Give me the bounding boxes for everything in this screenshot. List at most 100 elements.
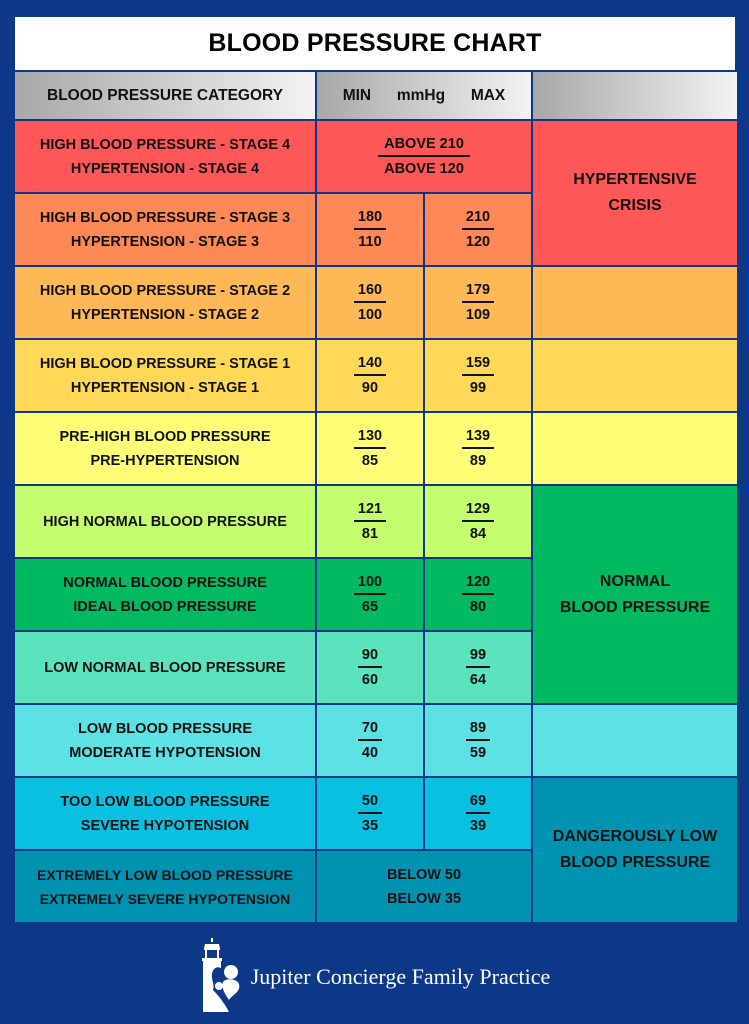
min-normal: 100 65 [317, 559, 423, 630]
category-line1: LOW NORMAL BLOOD PRESSURE [44, 659, 286, 676]
lighthouse-family-icon [201, 938, 240, 1012]
group-line2: BLOOD PRESSURE [559, 854, 711, 871]
category-line1: NORMAL BLOOD PRESSURE [63, 574, 267, 591]
category-line1: TOO LOW BLOOD PRESSURE [60, 793, 270, 810]
min-stage-1: 140 90 [317, 340, 423, 411]
max-stage-2: 179 109 [425, 267, 531, 338]
max-pre-hypertension: 139 89 [425, 413, 531, 484]
min-diastolic: 35 [361, 817, 379, 834]
max-systolic: 139 [461, 425, 495, 449]
category-line2: HYPERTENSION - STAGE 3 [70, 233, 260, 250]
min-stage-2: 160 100 [317, 267, 423, 338]
min-stage-3: 180 110 [317, 194, 423, 265]
min-systolic: 121 [353, 498, 387, 522]
category-low-normal: LOW NORMAL BLOOD PRESSURE [15, 632, 315, 703]
category-line2: SEVERE HYPOTENSION [80, 817, 250, 834]
category-line1: PRE-HIGH BLOOD PRESSURE [59, 428, 271, 445]
category-low-blood-pressure: LOW BLOOD PRESSURE MODERATE HYPOTENSION [15, 705, 315, 776]
max-stage-3: 210 120 [425, 194, 531, 265]
max-systolic: 120 [461, 571, 495, 595]
chart-title: BLOOD PRESSURE CHART [15, 17, 735, 70]
header-max: MAX [470, 86, 506, 104]
max-diastolic: 120 [465, 233, 491, 250]
header-range: MIN mmHg MAX [317, 72, 531, 119]
blood-pressure-table: BLOOD PRESSURE CATEGORY MIN mmHg MAX HIG… [15, 72, 737, 924]
category-stage-2: HIGH BLOOD PRESSURE - STAGE 2 HYPERTENSI… [15, 267, 315, 338]
max-systolic: 159 [461, 352, 495, 376]
group-blank-stage-2 [533, 267, 737, 338]
group-blank-low-blood-pressure [533, 705, 737, 776]
category-line2: PRE-HYPERTENSION [90, 452, 240, 469]
min-diastolic: 90 [361, 379, 379, 396]
min-diastolic: 81 [361, 525, 379, 542]
max-systolic: 69 [465, 790, 491, 814]
category-line2: MODERATE HYPOTENSION [69, 744, 261, 761]
range-top: ABOVE 210 [378, 133, 470, 157]
min-pre-hypertension: 130 85 [317, 413, 423, 484]
max-normal: 120 80 [425, 559, 531, 630]
min-diastolic: 40 [361, 744, 379, 761]
min-systolic: 180 [353, 206, 387, 230]
category-extremely-low: EXTREMELY LOW BLOOD PRESSURE EXTREMELY S… [15, 851, 315, 922]
min-diastolic: 110 [358, 233, 382, 250]
max-systolic: 99 [465, 644, 491, 668]
max-diastolic: 59 [469, 744, 487, 761]
group-blank-pre-hypertension [533, 413, 737, 484]
max-diastolic: 64 [469, 671, 487, 688]
category-normal: NORMAL BLOOD PRESSURE IDEAL BLOOD PRESSU… [15, 559, 315, 630]
min-low-normal: 90 60 [317, 632, 423, 703]
category-line2: EXTREMELY SEVERE HYPOTENSION [39, 890, 291, 907]
min-diastolic: 60 [361, 671, 379, 688]
footer: Jupiter Concierge Family Practice [0, 930, 749, 1024]
max-low-blood-pressure: 89 59 [425, 705, 531, 776]
max-diastolic: 84 [469, 525, 487, 542]
max-diastolic: 109 [465, 306, 491, 323]
max-systolic: 129 [461, 498, 495, 522]
min-diastolic: 65 [361, 598, 379, 615]
range-stage-4: ABOVE 210 ABOVE 120 [317, 121, 531, 192]
range-top: BELOW 50 [386, 866, 462, 883]
category-line1: HIGH NORMAL BLOOD PRESSURE [43, 513, 287, 530]
group-blank-stage-1 [533, 340, 737, 411]
category-line1: EXTREMELY LOW BLOOD PRESSURE [37, 866, 293, 883]
category-line2: HYPERTENSION - STAGE 2 [70, 306, 260, 323]
group-dangerously-low: DANGEROUSLY LOW BLOOD PRESSURE [533, 778, 737, 922]
max-systolic: 179 [461, 279, 495, 303]
max-high-normal: 129 84 [425, 486, 531, 557]
max-diastolic: 80 [469, 598, 487, 615]
min-diastolic: 100 [357, 306, 383, 323]
max-diastolic: 99 [469, 379, 487, 396]
min-systolic: 140 [353, 352, 387, 376]
max-too-low: 69 39 [425, 778, 531, 849]
brand-name: Jupiter Concierge Family Practice [250, 964, 551, 989]
max-diastolic: 39 [469, 817, 487, 834]
group-hypertensive-crisis: HYPERTENSIVE CRISIS [533, 121, 737, 265]
category-stage-4: HIGH BLOOD PRESSURE - STAGE 4 HYPERTENSI… [15, 121, 315, 192]
min-systolic: 50 [357, 790, 383, 814]
category-line2: IDEAL BLOOD PRESSURE [73, 598, 257, 615]
range-extremely-low: BELOW 50 BELOW 35 [317, 851, 531, 922]
group-line1: DANGEROUSLY LOW [552, 828, 718, 845]
max-stage-1: 159 99 [425, 340, 531, 411]
range-bottom: ABOVE 120 [384, 160, 464, 177]
group-normal-blood-pressure: NORMAL BLOOD PRESSURE [533, 486, 737, 703]
group-line1: HYPERTENSIVE [573, 171, 697, 188]
header-group [533, 72, 737, 119]
min-systolic: 130 [353, 425, 387, 449]
category-high-normal: HIGH NORMAL BLOOD PRESSURE [15, 486, 315, 557]
header-category: BLOOD PRESSURE CATEGORY [15, 72, 315, 119]
category-line2: HYPERTENSION - STAGE 4 [70, 160, 260, 177]
min-systolic: 100 [353, 571, 387, 595]
category-line1: HIGH BLOOD PRESSURE - STAGE 1 [39, 355, 291, 372]
category-line1: HIGH BLOOD PRESSURE - STAGE 4 [39, 136, 291, 153]
category-stage-1: HIGH BLOOD PRESSURE - STAGE 1 HYPERTENSI… [15, 340, 315, 411]
group-line2: CRISIS [608, 197, 662, 214]
min-low-blood-pressure: 70 40 [317, 705, 423, 776]
group-line2: BLOOD PRESSURE [559, 598, 711, 616]
group-line1: NORMAL [599, 572, 671, 590]
category-line1: HIGH BLOOD PRESSURE - STAGE 2 [39, 282, 291, 299]
category-too-low: TOO LOW BLOOD PRESSURE SEVERE HYPOTENSIO… [15, 778, 315, 849]
max-systolic: 210 [461, 206, 495, 230]
min-systolic: 90 [357, 644, 383, 668]
category-line1: LOW BLOOD PRESSURE [77, 720, 252, 737]
